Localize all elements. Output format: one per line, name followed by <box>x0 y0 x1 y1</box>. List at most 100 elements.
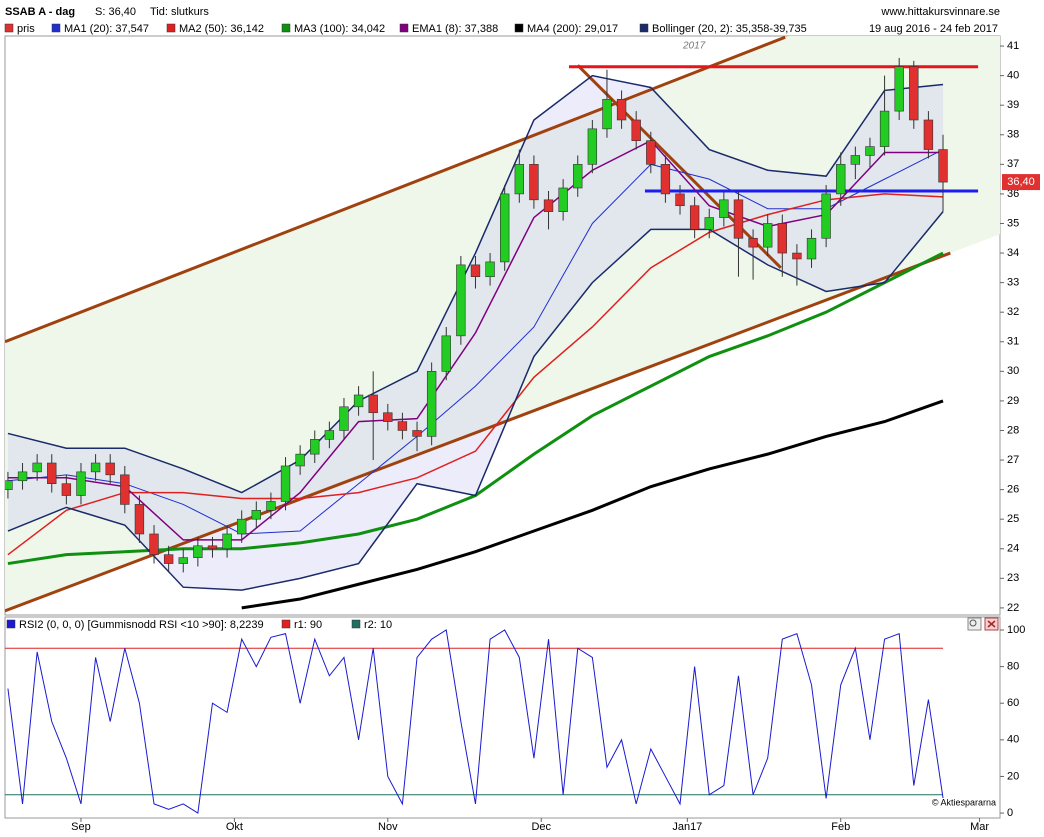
candle-body <box>587 128 598 165</box>
candle-body <box>894 66 904 112</box>
candle-body <box>61 483 72 496</box>
candle-body <box>719 199 729 218</box>
candle-body <box>923 119 934 150</box>
legend-swatch <box>399 23 409 33</box>
candle-body <box>397 421 408 431</box>
y-tick-label: 26 <box>1007 484 1019 496</box>
candle-body <box>251 510 261 520</box>
candle-body <box>660 164 671 195</box>
candle-body <box>163 554 174 564</box>
candle-body <box>120 474 130 505</box>
last-price-box <box>1002 174 1040 191</box>
candle-body <box>207 545 218 550</box>
candle-body <box>178 557 188 564</box>
candle-body <box>748 237 758 248</box>
candle-body <box>806 237 817 260</box>
y-tick-label: 30 <box>1007 365 1019 377</box>
candle-body <box>821 193 831 239</box>
candle-body <box>529 164 539 201</box>
legend-swatch <box>51 23 61 33</box>
candle-body <box>909 66 919 121</box>
y-tick-label: 0 <box>1007 807 1013 819</box>
y-tick-label: 35 <box>1007 217 1019 229</box>
rsi-line <box>7 629 944 814</box>
close-glyph <box>987 620 996 628</box>
candle-body <box>324 430 335 440</box>
rsi-panel <box>4 616 1001 819</box>
y-tick-label: 34 <box>1007 247 1019 259</box>
candle-body <box>222 533 232 550</box>
candle-body <box>134 504 145 535</box>
candle-body <box>237 518 247 535</box>
candle-body <box>865 146 875 156</box>
candle-body <box>383 412 393 422</box>
candle-body <box>76 471 86 496</box>
y-tick-label: 31 <box>1007 336 1019 348</box>
legend-swatch <box>639 23 649 33</box>
y-tick-label: 38 <box>1007 129 1019 141</box>
legend-label: r1: 90 <box>294 619 322 631</box>
mode: Tid: slutkurs <box>150 6 209 18</box>
y-tick-label: 80 <box>1007 661 1019 673</box>
candle-body <box>193 545 203 558</box>
candle-body <box>763 223 773 248</box>
candle-body <box>733 199 744 239</box>
ticker: SSAB A - dag <box>5 6 75 18</box>
candle-body <box>47 462 57 485</box>
candle-body <box>412 430 422 437</box>
credit: © Aktiespararna <box>932 797 996 807</box>
rsi-plot <box>5 629 944 814</box>
legend-swatch <box>281 619 291 629</box>
candle-body <box>310 439 320 455</box>
y-tick-label: 22 <box>1007 602 1019 614</box>
zoom-glyph <box>969 619 977 627</box>
candle-body <box>558 187 568 212</box>
y-tick-label: 29 <box>1007 395 1019 407</box>
candle-body <box>792 252 802 260</box>
y-tick-label: 28 <box>1007 424 1019 436</box>
candle-body <box>938 149 948 183</box>
legend-label: MA4 (200): 29,017 <box>527 23 618 35</box>
legend-swatch <box>4 23 14 33</box>
y-tick-label: 36 <box>1007 188 1019 200</box>
indicator-line <box>7 74 944 494</box>
y-tick-label: 37 <box>1007 158 1019 170</box>
y-tick-label: 23 <box>1007 572 1019 584</box>
bollinger-lower <box>7 211 944 591</box>
candle-body <box>266 501 276 511</box>
candle-body <box>879 110 890 147</box>
candle-body <box>17 471 28 482</box>
candle-body <box>646 140 656 165</box>
legend-label: Bollinger (20, 2): 35,358-39,735 <box>652 23 807 35</box>
price-plot <box>5 36 1000 613</box>
site: www.hittakursvinnare.se <box>880 6 1000 18</box>
legend-swatch <box>514 23 524 33</box>
candle-body <box>470 264 481 278</box>
candle-body <box>5 480 13 490</box>
indicator-line <box>7 193 944 556</box>
candle-body <box>573 164 583 189</box>
x-tick-label: Nov <box>378 821 398 833</box>
candle-body <box>90 462 101 473</box>
channel-shading <box>5 36 1000 611</box>
candle-body <box>631 119 641 141</box>
year-mark: 2017 <box>682 41 706 52</box>
y-tick-label: 32 <box>1007 306 1019 318</box>
y-tick-label: 40 <box>1007 70 1019 82</box>
candle-body <box>616 98 627 121</box>
candle-body <box>368 394 378 414</box>
candle-body <box>353 394 364 408</box>
candle-body <box>850 155 861 165</box>
y-tick-label: 39 <box>1007 99 1019 111</box>
legend-label: EMA1 (8): 37,388 <box>412 23 498 35</box>
x-tick-label: Okt <box>226 821 243 833</box>
y-tick-label: 40 <box>1007 734 1019 746</box>
x-tick-label: Mar <box>970 821 989 833</box>
legend-label: pris <box>17 23 35 35</box>
legend-label: MA1 (20): 37,547 <box>64 23 149 35</box>
candle-body <box>456 264 466 337</box>
x-tick-label: Feb <box>831 821 850 833</box>
legend-label: MA2 (50): 36,142 <box>179 23 264 35</box>
